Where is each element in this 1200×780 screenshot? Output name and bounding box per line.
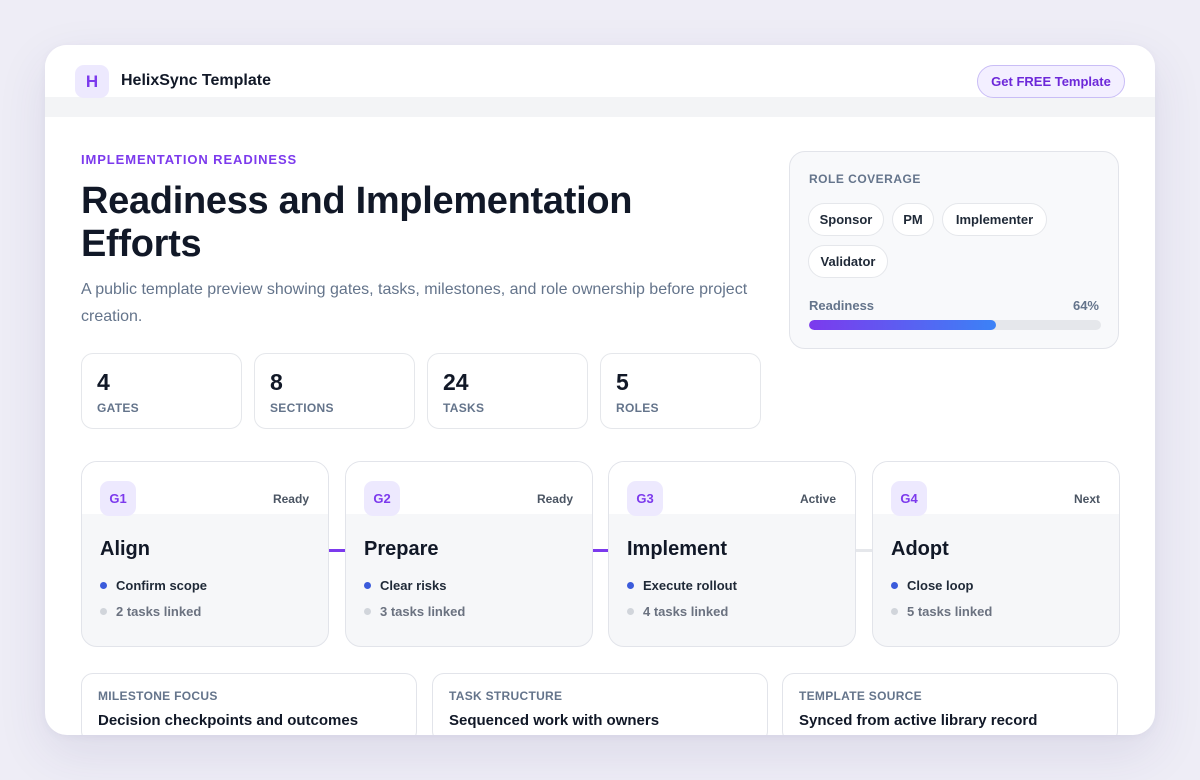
info-card-label: MILESTONE FOCUS bbox=[98, 689, 218, 703]
brand-logo: H bbox=[75, 65, 109, 98]
top-bar-divider bbox=[45, 97, 1155, 117]
stat-label: SECTIONS bbox=[270, 401, 334, 415]
page-title: Readiness and Implementation Efforts bbox=[81, 180, 633, 265]
gate-task: Clear risks bbox=[364, 578, 447, 593]
role-chip-pm[interactable]: PM bbox=[892, 203, 934, 236]
stat-value: 24 bbox=[443, 369, 469, 395]
gate-status: Active bbox=[799, 492, 836, 506]
role-chip-validator[interactable]: Validator bbox=[808, 245, 888, 278]
gate-name: Prepare bbox=[364, 538, 439, 560]
readiness-progress-bar bbox=[809, 320, 1101, 330]
gate-task: Execute rollout bbox=[627, 578, 737, 593]
gate-task-label: Clear risks bbox=[380, 578, 447, 593]
info-cards-row: MILESTONE FOCUS Decision checkpoints and… bbox=[81, 673, 1119, 735]
gate-linked: 3 tasks linked bbox=[364, 604, 465, 619]
gate-linked-label: 4 tasks linked bbox=[643, 604, 729, 619]
stat-value: 4 bbox=[97, 369, 110, 395]
gate-name: Adopt bbox=[891, 538, 949, 560]
stat-label: GATES bbox=[97, 401, 139, 415]
info-card-text: Synced from active library record bbox=[799, 712, 1038, 729]
gate-linked: 5 tasks linked bbox=[891, 604, 992, 619]
readiness-value: 64% bbox=[1072, 298, 1099, 313]
info-card-template-source: TEMPLATE SOURCE Synced from active libra… bbox=[782, 673, 1118, 735]
gate-badge: G4 bbox=[891, 481, 927, 516]
page-subtitle: A public template preview showing gates,… bbox=[81, 281, 748, 325]
gate-task: Confirm scope bbox=[100, 578, 207, 593]
info-card-milestone-focus: MILESTONE FOCUS Decision checkpoints and… bbox=[81, 673, 417, 735]
stat-value: 5 bbox=[616, 369, 629, 395]
gate-card-g3[interactable]: G3 Active Implement Execute rollout 4 ta… bbox=[608, 461, 856, 647]
gate-task-label: Close loop bbox=[907, 578, 974, 593]
info-card-label: TEMPLATE SOURCE bbox=[799, 689, 922, 703]
stat-card-gates: 4 GATES bbox=[81, 353, 242, 429]
linked-dot-icon bbox=[364, 608, 371, 615]
gate-timeline: G1 Ready Align Confirm scope 2 tasks lin… bbox=[81, 461, 1120, 647]
gate-connector bbox=[855, 549, 872, 552]
info-card-task-structure: TASK STRUCTURE Sequenced work with owner… bbox=[432, 673, 768, 735]
brand-name: HelixSync Template bbox=[121, 72, 271, 89]
task-dot-icon bbox=[100, 582, 107, 589]
task-dot-icon bbox=[891, 582, 898, 589]
readiness-progress-fill bbox=[809, 320, 996, 330]
readiness-label: Readiness bbox=[809, 298, 875, 313]
role-chip-implementer[interactable]: Implementer bbox=[942, 203, 1047, 236]
gate-linked-label: 3 tasks linked bbox=[380, 604, 466, 619]
gate-status: Ready bbox=[272, 492, 309, 506]
stat-card-roles: 5 ROLES bbox=[600, 353, 761, 429]
role-coverage-title: ROLE COVERAGE bbox=[809, 172, 921, 186]
info-card-label: TASK STRUCTURE bbox=[449, 689, 563, 703]
linked-dot-icon bbox=[100, 608, 107, 615]
info-card-text: Decision checkpoints and outcomes bbox=[98, 712, 359, 729]
stats-row: 4 GATES 8 SECTIONS 24 TASKS 5 ROLES bbox=[81, 353, 761, 429]
stat-card-tasks: 24 TASKS bbox=[427, 353, 588, 429]
template-window: H HelixSync Template Get FREE Template I… bbox=[45, 45, 1155, 735]
gate-task-label: Execute rollout bbox=[643, 578, 737, 593]
gate-badge: G2 bbox=[364, 481, 400, 516]
stat-label: TASKS bbox=[443, 401, 485, 415]
gate-linked-label: 2 tasks linked bbox=[116, 604, 202, 619]
get-free-template-button[interactable]: Get FREE Template bbox=[977, 65, 1125, 98]
gate-badge: G1 bbox=[100, 481, 136, 516]
top-bar: H HelixSync Template Get FREE Template bbox=[45, 45, 1155, 117]
stat-card-sections: 8 SECTIONS bbox=[254, 353, 415, 429]
info-card-text: Sequenced work with owners bbox=[449, 712, 660, 729]
gate-card-g4[interactable]: G4 Next Adopt Close loop 5 tasks linked bbox=[872, 461, 1120, 647]
gate-linked: 2 tasks linked bbox=[100, 604, 201, 619]
task-dot-icon bbox=[627, 582, 634, 589]
gate-connector bbox=[592, 549, 609, 552]
section-eyebrow: IMPLEMENTATION READINESS bbox=[81, 152, 298, 167]
gate-linked: 4 tasks linked bbox=[627, 604, 728, 619]
gate-name: Implement bbox=[627, 538, 728, 560]
gate-card-g1[interactable]: G1 Ready Align Confirm scope 2 tasks lin… bbox=[81, 461, 329, 647]
linked-dot-icon bbox=[627, 608, 634, 615]
role-coverage-panel: ROLE COVERAGE Sponsor PM Implementer Val… bbox=[789, 151, 1119, 349]
gate-linked-label: 5 tasks linked bbox=[907, 604, 993, 619]
linked-dot-icon bbox=[891, 608, 898, 615]
gate-task: Close loop bbox=[891, 578, 973, 593]
stat-value: 8 bbox=[270, 369, 283, 395]
gate-badge: G3 bbox=[627, 481, 663, 516]
gate-status: Ready bbox=[536, 492, 573, 506]
gate-connector bbox=[328, 549, 345, 552]
gate-task-label: Confirm scope bbox=[116, 578, 208, 593]
gate-name: Align bbox=[100, 538, 150, 560]
task-dot-icon bbox=[364, 582, 371, 589]
gate-status: Next bbox=[1073, 492, 1100, 506]
gate-card-g2[interactable]: G2 Ready Prepare Clear risks 3 tasks lin… bbox=[345, 461, 593, 647]
stat-label: ROLES bbox=[616, 401, 659, 415]
role-chip-sponsor[interactable]: Sponsor bbox=[808, 203, 884, 236]
